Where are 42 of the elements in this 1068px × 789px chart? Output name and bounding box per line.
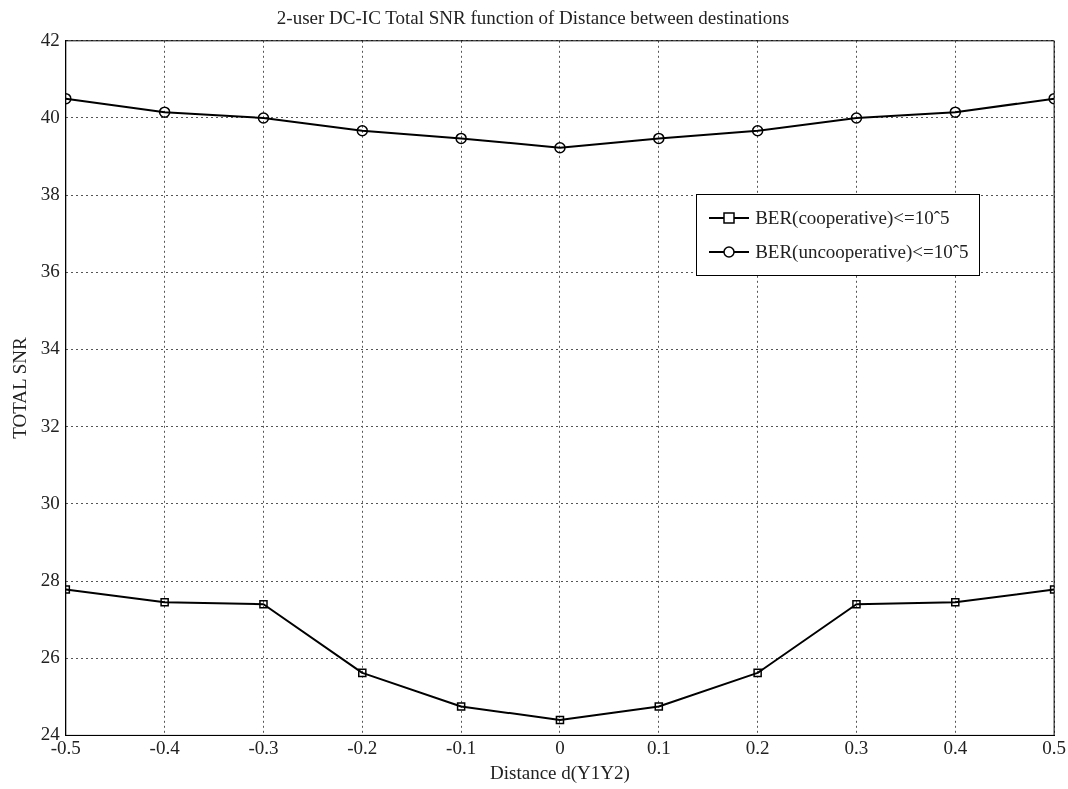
legend-label: BER(uncooperative)<=10ˆ5	[755, 240, 969, 263]
point	[259, 599, 268, 609]
point	[358, 668, 367, 678]
point	[257, 112, 270, 124]
point	[158, 106, 171, 118]
x-tick-label: -0.1	[446, 736, 477, 758]
x-tick-label: 0.1	[646, 736, 671, 758]
x-tick-label: 0.3	[844, 736, 869, 758]
point	[356, 124, 369, 137]
x-tick-label: -0.3	[248, 736, 279, 758]
y-tick-label: 32	[40, 414, 60, 436]
x-tick-label: 0.4	[943, 736, 968, 758]
point	[456, 702, 466, 711]
point	[554, 141, 566, 154]
point	[654, 702, 664, 711]
y-tick-label: 36	[40, 260, 60, 282]
y-axis-title: TOTAL SNR	[9, 337, 31, 439]
point	[949, 106, 962, 118]
x-axis-title: Distance d(Y1Y2)	[490, 761, 630, 784]
point	[753, 668, 762, 678]
point	[455, 132, 467, 145]
y-tick-label: 30	[40, 491, 60, 513]
y-tick-label: 26	[40, 646, 60, 668]
x-tick-label: -0.2	[347, 736, 378, 758]
y-tick-label: 42	[40, 28, 60, 50]
point	[555, 715, 565, 725]
x-tick-label: 0.5	[1042, 736, 1066, 758]
point	[852, 599, 861, 609]
point	[751, 124, 764, 137]
chart-title: 2-user DC-IC Total SNR function of Distance between destinations	[276, 7, 790, 29]
y-tick-label: 28	[40, 569, 60, 591]
y-tick-label: 34	[40, 337, 61, 359]
point	[951, 597, 960, 607]
point	[653, 132, 665, 145]
x-tick-label: 0	[555, 736, 565, 758]
y-tick-label: 38	[40, 183, 60, 205]
x-tick-label: 0.2	[745, 736, 770, 758]
x-tick-label: -0.4	[149, 736, 181, 758]
point	[850, 112, 863, 124]
legend-label: BER(cooperative)<=10ˆ5	[755, 206, 950, 229]
point	[160, 597, 169, 607]
y-tick-label: 40	[40, 105, 60, 127]
